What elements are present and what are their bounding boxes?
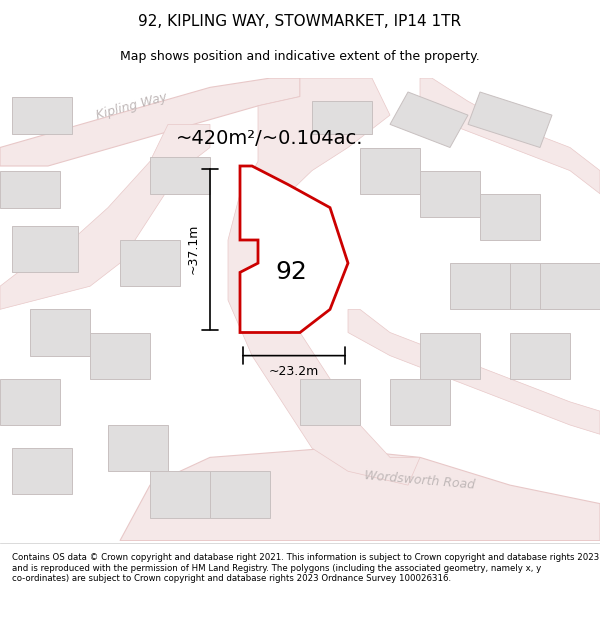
Polygon shape [150, 157, 210, 194]
Polygon shape [12, 448, 72, 494]
Polygon shape [312, 101, 372, 134]
Text: Map shows position and indicative extent of the property.: Map shows position and indicative extent… [120, 50, 480, 62]
Polygon shape [108, 425, 168, 471]
Polygon shape [120, 448, 600, 541]
Polygon shape [480, 194, 540, 240]
Text: ~420m²/~0.104ac.: ~420m²/~0.104ac. [176, 129, 364, 148]
Polygon shape [90, 332, 150, 379]
Polygon shape [420, 78, 600, 194]
Polygon shape [420, 332, 480, 379]
Polygon shape [240, 166, 348, 332]
Polygon shape [0, 124, 210, 309]
Text: Kipling Way: Kipling Way [95, 90, 169, 122]
Polygon shape [510, 332, 570, 379]
Polygon shape [300, 379, 360, 425]
Polygon shape [540, 263, 600, 309]
Polygon shape [12, 97, 72, 134]
Polygon shape [120, 240, 180, 286]
Polygon shape [12, 226, 78, 272]
Polygon shape [30, 309, 90, 356]
Polygon shape [420, 171, 480, 217]
Polygon shape [390, 92, 468, 148]
Polygon shape [228, 78, 420, 485]
Polygon shape [360, 148, 420, 194]
Polygon shape [0, 379, 60, 425]
Polygon shape [0, 171, 60, 208]
Polygon shape [348, 309, 600, 434]
Polygon shape [450, 263, 510, 309]
Polygon shape [510, 263, 570, 309]
Polygon shape [150, 471, 210, 518]
Text: Wordsworth Road: Wordsworth Road [364, 469, 476, 492]
Polygon shape [468, 92, 552, 148]
Polygon shape [390, 379, 450, 425]
Text: 92: 92 [275, 261, 307, 284]
Text: Contains OS data © Crown copyright and database right 2021. This information is : Contains OS data © Crown copyright and d… [12, 553, 599, 583]
Polygon shape [0, 78, 300, 166]
Text: ~37.1m: ~37.1m [186, 224, 199, 274]
Text: ~23.2m: ~23.2m [269, 365, 319, 378]
Text: 92, KIPLING WAY, STOWMARKET, IP14 1TR: 92, KIPLING WAY, STOWMARKET, IP14 1TR [139, 14, 461, 29]
Polygon shape [210, 471, 270, 518]
